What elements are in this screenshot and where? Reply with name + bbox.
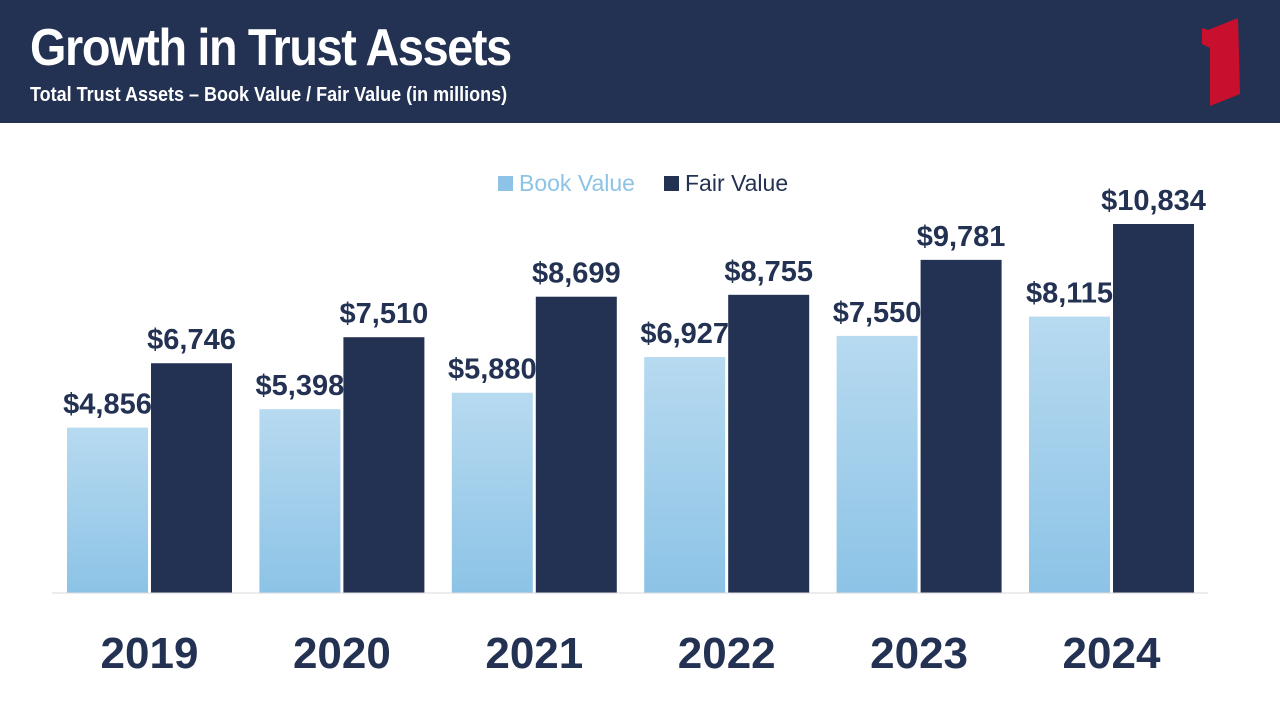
year-label-2019: 2019 (101, 629, 199, 678)
book-value-bar-2023 (836, 335, 918, 593)
fair-value-label-2021: $8,699 (532, 258, 621, 290)
year-label-2022: 2022 (678, 629, 776, 678)
fair-value-bar-2020 (343, 337, 425, 593)
fair-value-bar-2021 (535, 296, 617, 593)
page-title: Growth in Trust Assets (30, 19, 512, 77)
book-value-label-2021: $5,880 (448, 354, 537, 386)
numeral-one-logo-icon (1202, 18, 1240, 106)
book-value-label-2024: $8,115 (1026, 278, 1113, 310)
fair-value-bar-2023 (920, 259, 1002, 593)
book-value-label-2022: $6,927 (640, 318, 729, 350)
book-value-label-2020: $5,398 (256, 370, 345, 402)
book-value-bar-2022 (644, 357, 726, 593)
fair-value-bar-2024 (1113, 224, 1194, 593)
year-label-2024: 2024 (1063, 629, 1161, 678)
x-axis-tick-labels: 2019 2020 2021 2022 2023 2024 (101, 629, 1161, 678)
fair-value-bar-2022 (728, 294, 810, 593)
book-value-label-2019: $4,856 (63, 389, 152, 421)
fair-value-legend-swatch (664, 176, 679, 191)
fair-value-label-2023: $9,781 (917, 221, 1006, 253)
book-value-bar-2020 (259, 409, 341, 593)
book-value-label-2023: $7,550 (833, 297, 922, 329)
fair-value-label-2020: $7,510 (340, 298, 429, 330)
data-labels: $4,856 $6,746 $5,398 $7,510 $5,880 $8,699 $6,9… (63, 185, 1206, 421)
fair-value-label-2019: $6,746 (147, 324, 236, 356)
fair-value-legend-label: Fair Value (685, 170, 788, 196)
bar-group (67, 224, 1194, 593)
book-value-bar-2024 (1029, 316, 1110, 593)
chart-legend: Book Value Fair Value (498, 170, 788, 196)
year-label-2023: 2023 (870, 629, 968, 678)
book-value-legend-label: Book Value (519, 170, 635, 196)
year-label-2020: 2020 (293, 629, 391, 678)
fair-value-label-2022: $8,755 (724, 256, 813, 288)
book-value-bar-2021 (451, 392, 533, 593)
page-subtitle: Total Trust Assets – Book Value / Fair V… (30, 84, 508, 106)
book-value-bar-2019 (67, 427, 148, 593)
year-label-2021: 2021 (485, 629, 583, 678)
header-banner: Growth in Trust Assets Total Trust Asset… (0, 0, 1280, 123)
bar-chart: Book Value Fair Value $4,856$6,746$5,398$… (52, 170, 1208, 678)
fair-value-bar-2019 (151, 363, 232, 593)
fair-value-label-2024: $10,834 (1101, 185, 1206, 217)
book-value-legend-swatch (498, 176, 513, 191)
